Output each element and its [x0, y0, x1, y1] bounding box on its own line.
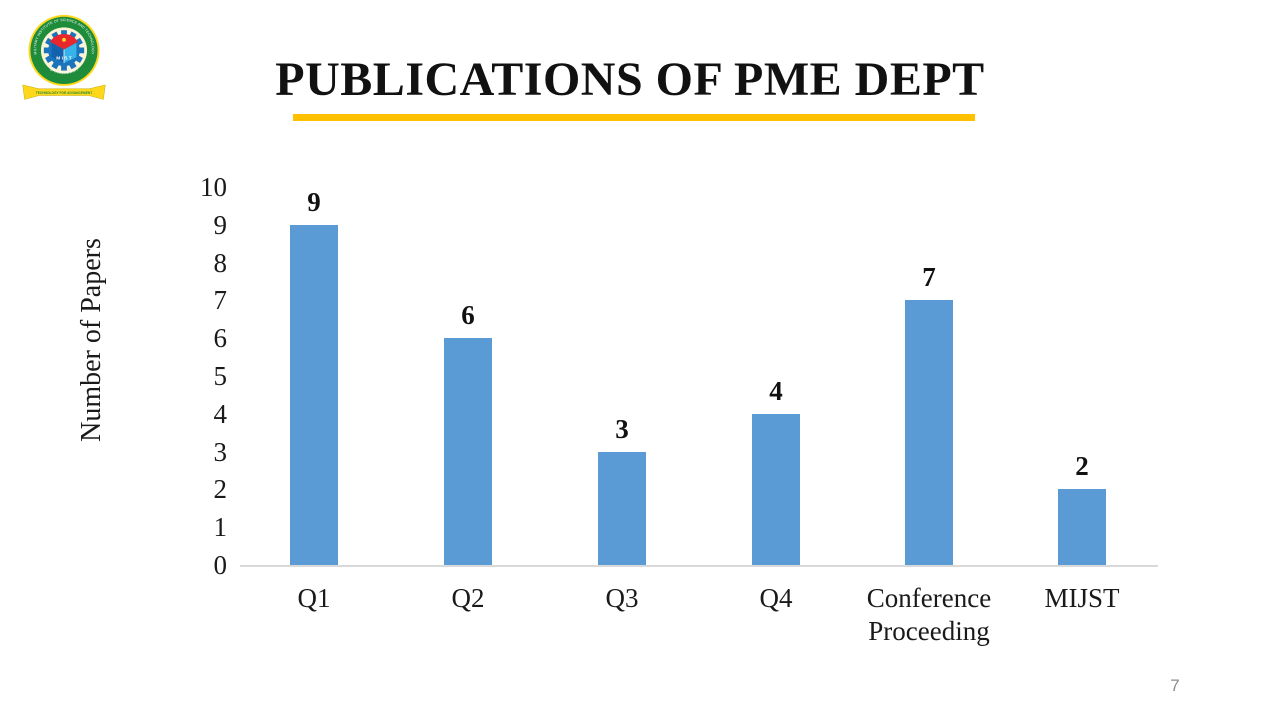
logo-emblem-letters: M I S T [56, 56, 71, 62]
y-tick-label: 0 [213, 550, 228, 580]
mist-logo-icon: M I S T MILITARY INSTITUTE OF SCIENCE AN… [22, 14, 106, 100]
logo-ring-text-bottom: BANGLADESH [49, 67, 78, 75]
y-tick-label: 6 [213, 323, 228, 354]
logo-book-left [51, 42, 64, 63]
svg-text:BANGLADESH: BANGLADESH [49, 67, 79, 75]
logo-book-right [64, 42, 77, 63]
logo-ribbon [22, 84, 106, 100]
y-axis-title: Number of Papers [76, 238, 107, 442]
bar [1058, 489, 1106, 565]
title-underline [293, 114, 975, 121]
bar-value-label: 9 [307, 186, 321, 217]
bar [752, 413, 800, 565]
y-tick-label: 8 [213, 247, 228, 278]
bar-value-label: 6 [461, 300, 475, 331]
logo-ribbon-text: TECHNOLOGY FOR ADVANCEMENT [36, 91, 92, 95]
category-label: Q3 [605, 583, 639, 613]
y-tick-label: 5 [213, 361, 228, 391]
bar [290, 224, 338, 565]
category-label: Q2 [451, 583, 485, 613]
bar [905, 300, 953, 565]
y-tick-label: 9 [213, 209, 228, 240]
bar-value-label: 2 [1075, 451, 1089, 482]
category-label: Q1 [297, 583, 331, 613]
category-label: Q4 [759, 583, 793, 613]
bar [598, 451, 646, 565]
bar [444, 338, 492, 565]
bar-value-label: 4 [769, 375, 783, 406]
category-label: Conference Proceeding [866, 583, 992, 646]
bar-value-label: 3 [615, 413, 629, 444]
logo-bulb-icon [62, 37, 66, 42]
y-tick-label: 7 [213, 285, 228, 316]
page-title: PUBLICATIONS OF PME DEPT [275, 53, 985, 106]
y-tick-label: 2 [213, 474, 228, 505]
category-label: MIJST [1044, 583, 1120, 613]
x-axis-line [240, 565, 1158, 567]
y-tick-label: 1 [213, 512, 228, 543]
y-tick-label: 4 [213, 398, 228, 429]
page-number: 7 [1170, 676, 1180, 695]
y-tick-label: 10 [200, 172, 227, 202]
bar-value-label: 7 [922, 262, 936, 293]
y-tick-label: 3 [213, 436, 228, 467]
